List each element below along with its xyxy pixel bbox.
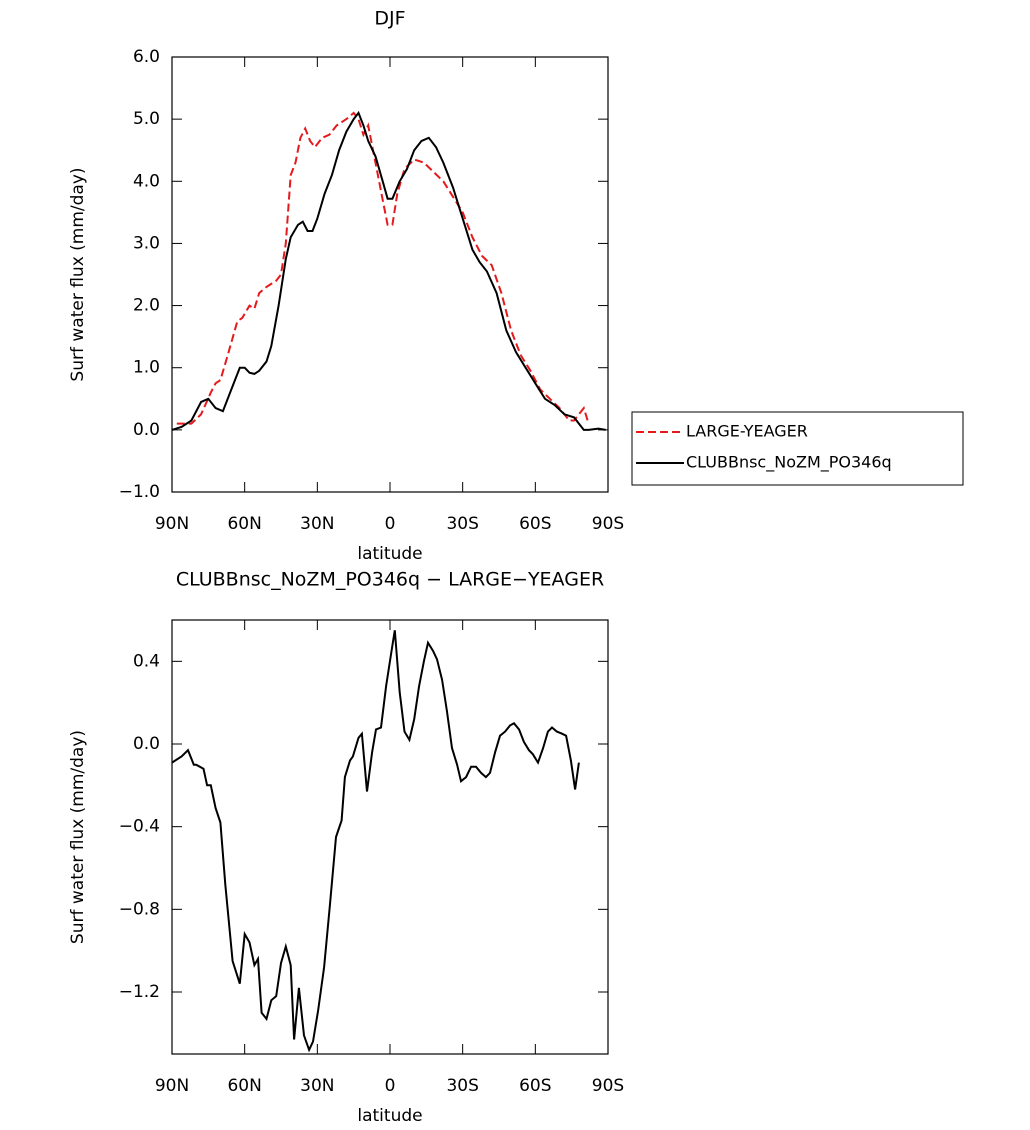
plot-frame <box>171 56 609 493</box>
y-tick-label: 2.0 <box>133 296 160 316</box>
x-axis-label: latitude <box>357 1106 422 1126</box>
chart-title: DJF <box>374 8 405 30</box>
x-tick-label: 30S <box>446 514 478 534</box>
y-tick-label: 0.4 <box>133 651 160 671</box>
y-axis-label: Surf water flux (mm/day) <box>68 167 88 381</box>
y-tick-label: −1.2 <box>119 982 160 1002</box>
y-tick-label: 4.0 <box>133 171 160 191</box>
x-tick-label: 30N <box>300 514 334 534</box>
y-tick-label: 0.0 <box>133 420 160 440</box>
x-tick-label: 90N <box>155 514 189 534</box>
x-tick-label: 60N <box>227 1076 261 1096</box>
x-tick-label: 90S <box>592 514 624 534</box>
x-tick-label: 30S <box>446 1076 478 1096</box>
y-tick-label: −1.0 <box>119 482 160 502</box>
data-line <box>171 110 606 431</box>
y-tick-label: 3.0 <box>133 233 160 253</box>
y-tick-label: 1.0 <box>133 358 160 378</box>
legend-label: LARGE-YEAGER <box>686 422 808 441</box>
x-tick-label: 0 <box>385 514 396 534</box>
data-line <box>171 630 580 1053</box>
y-tick-label: −0.4 <box>119 817 160 837</box>
x-tick-label: 90S <box>592 1076 624 1096</box>
y-axis-label: Surf water flux (mm/day) <box>68 730 88 944</box>
legend-box <box>631 411 964 486</box>
y-tick-label: −0.8 <box>119 899 160 919</box>
chart-title: CLUBBnsc_NoZM_PO346q − LARGE−YEAGER <box>176 569 604 591</box>
x-tick-label: 30N <box>300 1076 334 1096</box>
x-tick-label: 90N <box>155 1076 189 1096</box>
y-tick-label: 6.0 <box>133 47 160 67</box>
x-tick-label: 60S <box>519 1076 551 1096</box>
data-line <box>176 111 590 425</box>
legend-label: CLUBBnsc_NoZM_PO346q <box>686 453 892 473</box>
x-tick-label: 60S <box>519 514 551 534</box>
x-axis-label: latitude <box>357 544 422 564</box>
plot-frame <box>171 619 609 1055</box>
y-tick-label: 5.0 <box>133 109 160 129</box>
x-tick-label: 60N <box>227 514 261 534</box>
x-tick-label: 0 <box>385 1076 396 1096</box>
y-tick-label: 0.0 <box>133 734 160 754</box>
